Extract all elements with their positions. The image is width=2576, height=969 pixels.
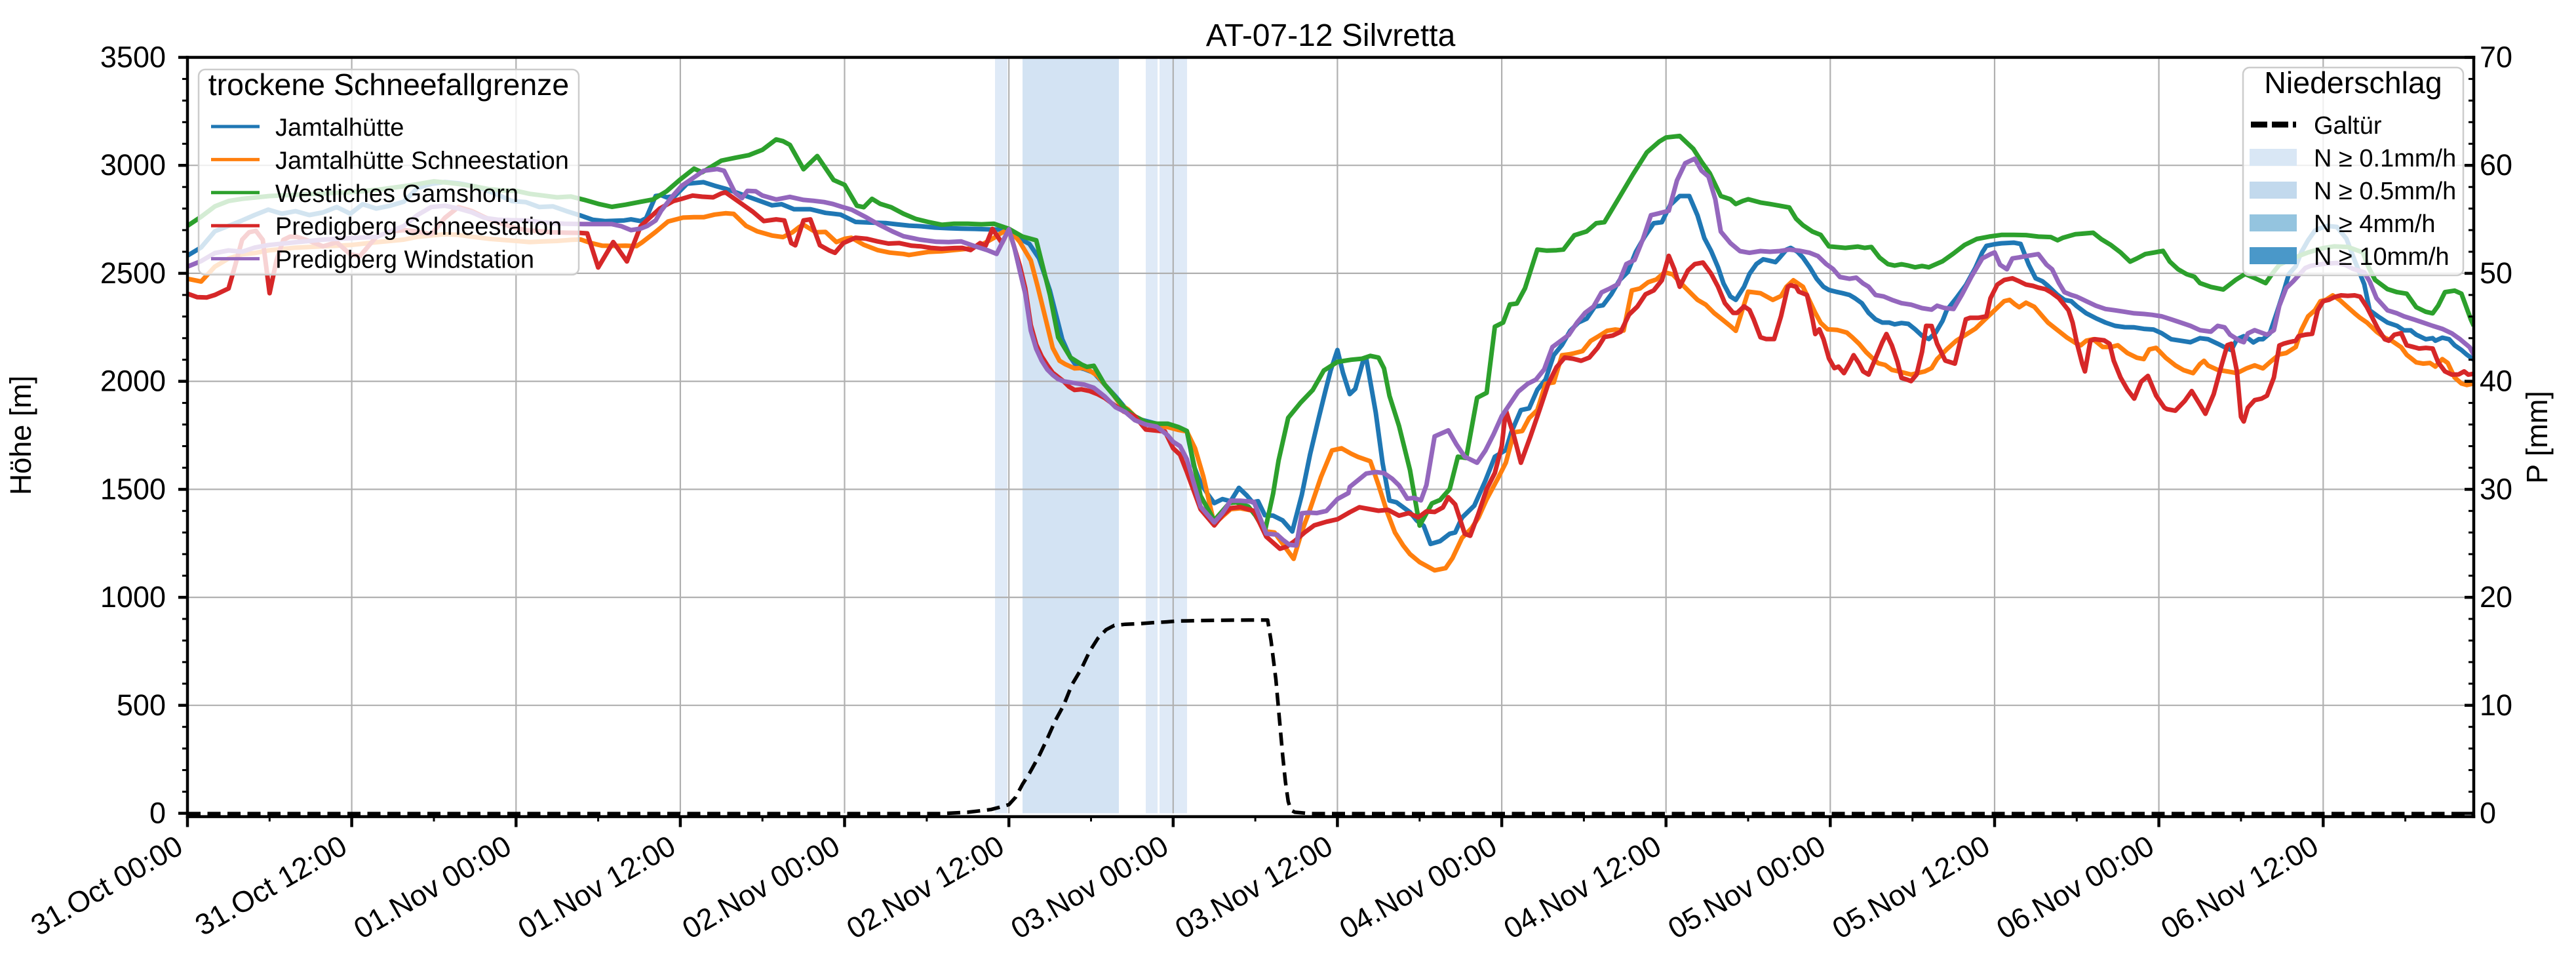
svg-text:0: 0 — [2480, 797, 2496, 830]
svg-text:AT-07-12 Silvretta: AT-07-12 Silvretta — [1206, 18, 1456, 53]
svg-text:50: 50 — [2480, 256, 2512, 290]
svg-text:Niederschlag: Niederschlag — [2264, 66, 2442, 100]
svg-text:10: 10 — [2480, 688, 2512, 722]
svg-text:2500: 2500 — [100, 256, 166, 290]
svg-text:1500: 1500 — [100, 472, 166, 505]
svg-text:Predigberg Schneestation: Predigberg Schneestation — [275, 213, 562, 241]
svg-text:30: 30 — [2480, 472, 2512, 505]
svg-text:0: 0 — [149, 797, 166, 830]
svg-text:1000: 1000 — [100, 580, 166, 614]
svg-text:500: 500 — [117, 688, 166, 722]
svg-text:N ≥ 4mm/h: N ≥ 4mm/h — [2314, 210, 2436, 238]
svg-text:Jamtalhütte Schneestation: Jamtalhütte Schneestation — [275, 147, 569, 174]
svg-text:70: 70 — [2480, 41, 2512, 74]
svg-text:Westliches Gamshorn: Westliches Gamshorn — [275, 180, 518, 208]
svg-text:Predigberg Windstation: Predigberg Windstation — [275, 247, 534, 274]
svg-text:60: 60 — [2480, 148, 2512, 182]
svg-text:N ≥ 0.5mm/h: N ≥ 0.5mm/h — [2314, 178, 2456, 205]
svg-text:Galtür: Galtür — [2314, 112, 2382, 140]
svg-text:N ≥ 0.1mm/h: N ≥ 0.1mm/h — [2314, 145, 2456, 172]
svg-text:3000: 3000 — [100, 148, 166, 182]
svg-text:Jamtalhütte: Jamtalhütte — [275, 114, 404, 142]
svg-text:Höhe [m]: Höhe [m] — [4, 376, 37, 496]
svg-text:20: 20 — [2480, 580, 2512, 614]
svg-text:2000: 2000 — [100, 365, 166, 398]
svg-text:N ≥ 10mm/h: N ≥ 10mm/h — [2314, 243, 2449, 271]
svg-text:3500: 3500 — [100, 41, 166, 74]
svg-text:40: 40 — [2480, 365, 2512, 398]
svg-text:P [mm]: P [mm] — [2520, 391, 2554, 484]
svg-text:trockene Schneefallgrenze: trockene Schneefallgrenze — [208, 68, 570, 102]
